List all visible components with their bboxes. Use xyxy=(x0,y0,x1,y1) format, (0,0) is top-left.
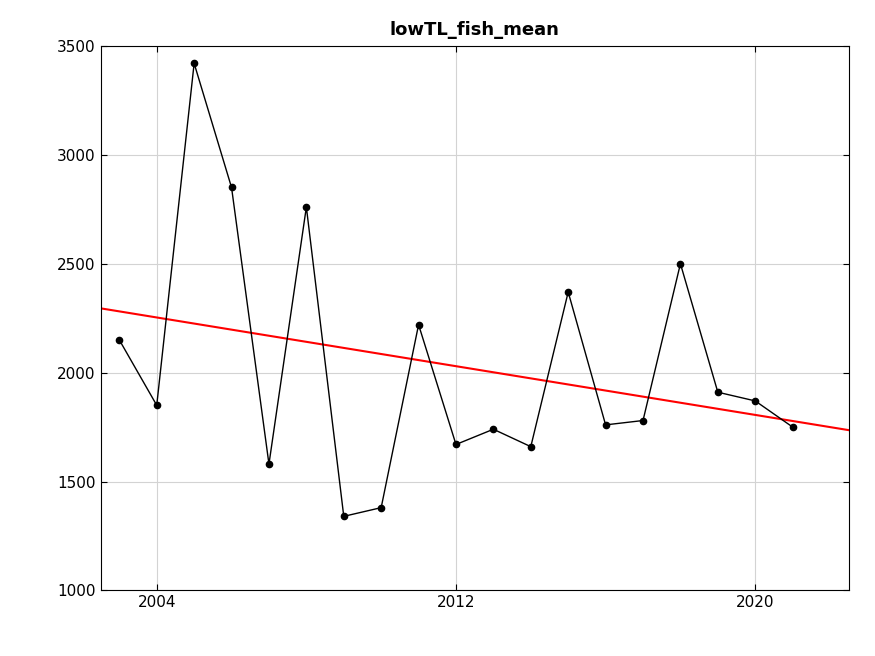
Title: lowTL_fish_mean: lowTL_fish_mean xyxy=(389,21,560,39)
